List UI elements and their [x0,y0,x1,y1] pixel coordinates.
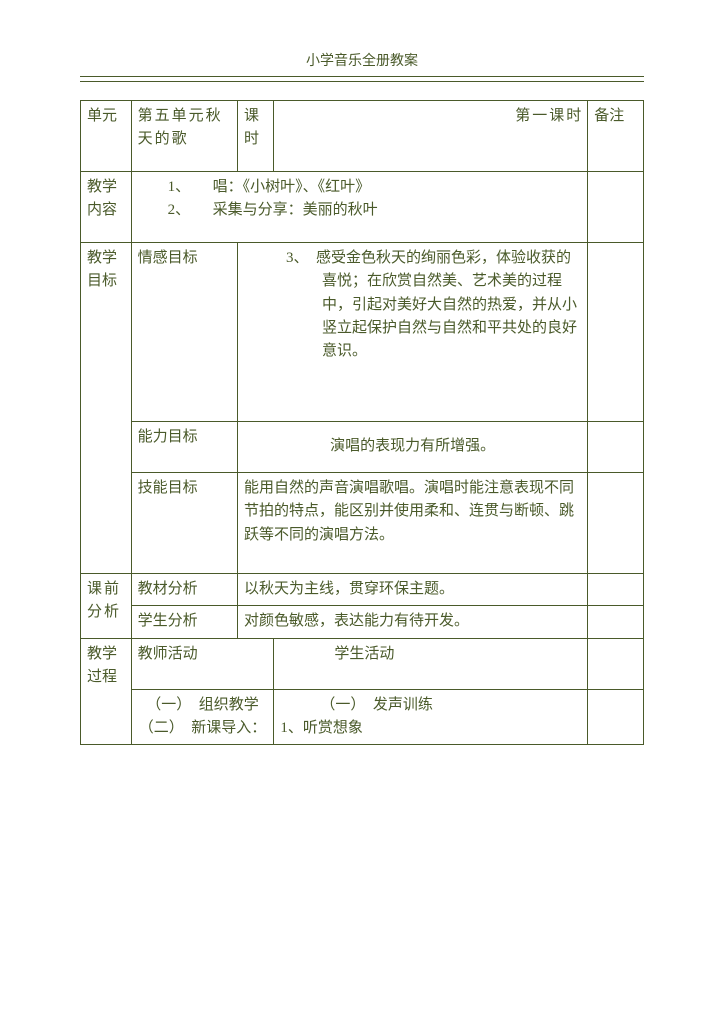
cell-content-value: 1、 唱：《小树叶》、《红叶》 2、 采集与分享：美丽的秋叶 [131,172,588,243]
cell-period-label: 课时 [237,101,273,172]
cell-content-label: 教学内容 [81,172,132,243]
goal-text: 3、 感受金色秋天的绚丽色彩，体验收获的喜悦；在欣赏自然美、艺术美的过程中，引起… [244,247,581,363]
cell-remark-label: 备注 [588,101,644,172]
cell-process-label: 教学过程 [81,638,132,745]
table-row: 学生分析 对颜色敏感，表达能力有待开发。 [81,606,644,638]
student-line: （一） 发声训练 [280,694,581,717]
content-line: 2、 采集与分享：美丽的秋叶 [138,199,582,222]
cell-material-value: 以秋天为主线，贯穿环保主题。 [237,574,587,606]
document-page: 小学音乐全册教案 单元 第五单元秋天的歌 课时 第一课时 备注 教学内容 1、 … [0,0,724,745]
table-row: 单元 第五单元秋天的歌 课时 第一课时 备注 [81,101,644,172]
cell-remark [588,689,644,745]
teacher-line: （二） 新课导入： [138,717,268,740]
cell-remark [588,243,644,422]
cell-remark [588,172,644,243]
lesson-plan-table: 单元 第五单元秋天的歌 课时 第一课时 备注 教学内容 1、 唱：《小树叶》、《… [80,100,644,745]
cell-student-activity-label: 学生活动 [274,638,588,689]
table-row: 教学过程 教师活动 学生活动 [81,638,644,689]
cell-unit-value: 第五单元秋天的歌 [131,101,237,172]
title-underline [80,81,644,82]
cell-teacher-activity-label: 教师活动 [131,638,274,689]
cell-student-activity: （一） 发声训练 1、听赏想象 [274,689,588,745]
table-row: 课前分析 教材分析 以秋天为主线，贯穿环保主题。 [81,574,644,606]
table-row: （一） 组织教学 （二） 新课导入： （一） 发声训练 1、听赏想象 [81,689,644,745]
content-line: 1、 唱：《小树叶》、《红叶》 [138,176,582,199]
cell-period-value: 第一课时 [274,101,588,172]
cell-ability-value: 演唱的表现力有所增强。 [237,422,587,473]
cell-unit-label: 单元 [81,101,132,172]
student-line: 1、听赏想象 [280,717,581,740]
page-title: 小学音乐全册教案 [80,50,644,77]
cell-skill-value: 能用自然的声音演唱歌唱。演唱时能注意表现不同节拍的特点，能区别并使用柔和、连贯与… [237,473,587,574]
cell-skill-label: 技能目标 [131,473,237,574]
table-row: 技能目标 能用自然的声音演唱歌唱。演唱时能注意表现不同节拍的特点，能区别并使用柔… [81,473,644,574]
cell-remark [588,422,644,473]
cell-teacher-activity: （一） 组织教学 （二） 新课导入： [131,689,274,745]
cell-remark [588,473,644,574]
cell-student-value: 对颜色敏感，表达能力有待开发。 [237,606,587,638]
cell-emotion-value: 3、 感受金色秋天的绚丽色彩，体验收获的喜悦；在欣赏自然美、艺术美的过程中，引起… [237,243,587,422]
cell-remark [588,574,644,606]
cell-preanalysis-label: 课前分析 [81,574,132,639]
table-row: 教学内容 1、 唱：《小树叶》、《红叶》 2、 采集与分享：美丽的秋叶 [81,172,644,243]
cell-student-label: 学生分析 [131,606,237,638]
cell-remark [588,638,644,689]
cell-emotion-label: 情感目标 [131,243,237,422]
cell-ability-label: 能力目标 [131,422,237,473]
cell-goal-label: 教学目标 [81,243,132,574]
teacher-line: （一） 组织教学 [138,694,268,717]
cell-remark [588,606,644,638]
table-row: 能力目标 演唱的表现力有所增强。 [81,422,644,473]
cell-material-label: 教材分析 [131,574,237,606]
table-row: 教学目标 情感目标 3、 感受金色秋天的绚丽色彩，体验收获的喜悦；在欣赏自然美、… [81,243,644,422]
